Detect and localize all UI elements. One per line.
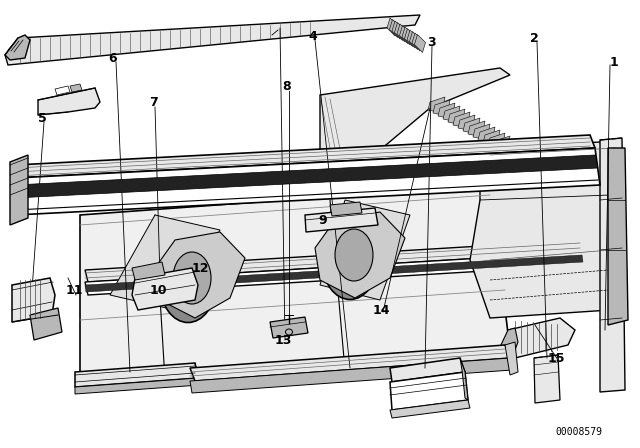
Polygon shape [410,31,420,49]
Polygon shape [132,268,198,310]
Polygon shape [80,185,510,380]
Polygon shape [10,155,28,225]
Polygon shape [390,20,401,38]
Polygon shape [155,232,245,318]
Text: 8: 8 [283,81,291,94]
Text: 13: 13 [275,333,292,346]
Polygon shape [305,208,378,232]
Polygon shape [463,118,480,134]
Text: 12: 12 [191,262,209,275]
Text: 9: 9 [319,215,327,228]
Polygon shape [390,358,465,382]
Polygon shape [15,148,600,215]
Polygon shape [399,26,410,43]
Polygon shape [404,29,415,47]
Ellipse shape [161,247,216,323]
Polygon shape [500,318,575,358]
Polygon shape [5,15,420,65]
Polygon shape [394,22,406,40]
Polygon shape [478,127,495,143]
Polygon shape [132,262,165,280]
Text: 11: 11 [65,284,83,297]
Text: 5: 5 [38,112,46,125]
Polygon shape [330,202,362,216]
Text: 3: 3 [428,35,436,48]
Polygon shape [460,358,468,400]
Polygon shape [55,86,70,95]
Polygon shape [428,97,445,113]
Polygon shape [195,363,200,385]
Polygon shape [190,358,512,393]
Polygon shape [5,35,30,60]
Polygon shape [315,212,405,298]
Polygon shape [470,142,620,318]
Polygon shape [85,255,583,292]
Polygon shape [75,378,200,394]
Polygon shape [15,155,598,198]
Text: 14: 14 [372,303,390,316]
Polygon shape [483,130,500,146]
Text: 1: 1 [610,56,618,69]
Polygon shape [190,345,510,381]
Polygon shape [600,138,625,392]
Polygon shape [505,342,518,375]
Ellipse shape [173,252,211,304]
Polygon shape [390,372,468,410]
Polygon shape [70,84,82,92]
Text: 4: 4 [308,30,317,43]
Text: 2: 2 [530,31,538,44]
Polygon shape [453,112,470,128]
Polygon shape [85,252,584,295]
Polygon shape [402,27,413,45]
Polygon shape [468,121,485,137]
Polygon shape [390,400,470,418]
Polygon shape [412,33,423,51]
Ellipse shape [335,229,373,281]
Polygon shape [488,133,505,149]
Polygon shape [110,215,220,310]
Polygon shape [438,103,455,119]
Polygon shape [270,317,308,338]
Polygon shape [196,268,208,280]
Polygon shape [320,200,410,300]
Ellipse shape [323,224,378,300]
Text: 00008579: 00008579 [555,427,602,437]
Polygon shape [433,100,450,116]
Polygon shape [608,148,628,325]
Polygon shape [38,88,100,115]
Polygon shape [493,136,510,152]
Polygon shape [320,68,510,150]
Text: 6: 6 [109,52,117,65]
Polygon shape [443,106,460,122]
Text: 15: 15 [547,352,564,365]
Polygon shape [415,34,426,52]
Polygon shape [473,124,490,140]
Polygon shape [458,115,475,131]
Polygon shape [387,18,398,36]
Polygon shape [500,328,518,358]
Polygon shape [448,109,465,125]
Text: 10: 10 [149,284,167,297]
Polygon shape [85,240,582,282]
Polygon shape [30,308,62,340]
Polygon shape [534,355,560,403]
Polygon shape [12,278,55,322]
Polygon shape [397,24,408,42]
Polygon shape [15,135,595,178]
Polygon shape [407,30,418,48]
Polygon shape [392,21,403,39]
Polygon shape [75,363,198,387]
Text: 7: 7 [148,96,157,109]
